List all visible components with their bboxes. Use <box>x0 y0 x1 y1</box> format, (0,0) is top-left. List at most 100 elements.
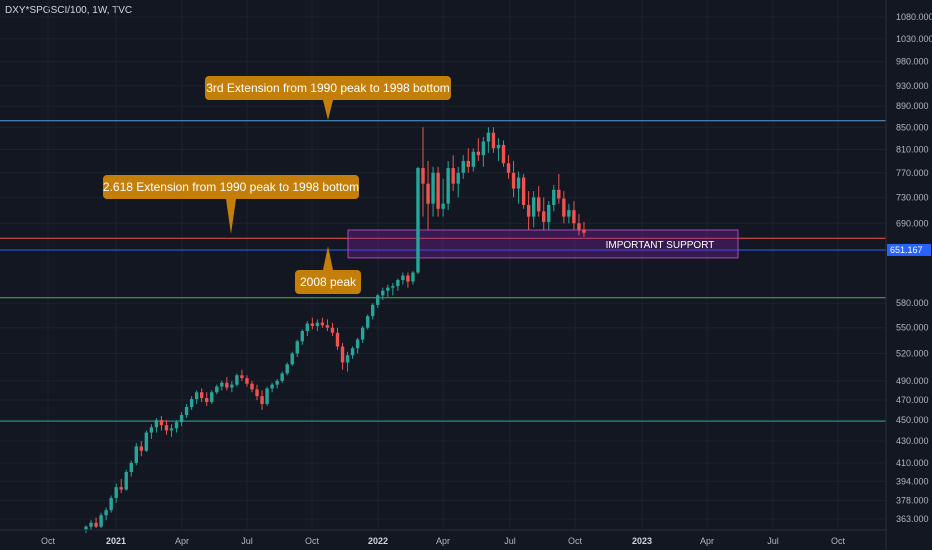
candle <box>250 380 254 393</box>
candle <box>305 321 310 337</box>
candle-body <box>562 198 566 217</box>
candle-body <box>109 497 113 511</box>
candle <box>557 173 561 204</box>
candle-body <box>119 487 123 490</box>
candle <box>139 441 144 457</box>
candle <box>159 416 164 431</box>
time-tick-label: Jul <box>767 536 779 546</box>
candle-body <box>340 346 345 363</box>
candle-body <box>300 331 304 342</box>
candle <box>582 221 586 237</box>
candle <box>360 326 365 344</box>
candle <box>205 392 209 406</box>
callout-2618-extension-box <box>103 175 359 199</box>
candle-body <box>184 406 189 415</box>
price-tick-label: 450.000 <box>896 415 929 425</box>
candle <box>325 319 330 332</box>
candle-body <box>124 472 128 490</box>
candle-body <box>104 510 108 516</box>
candle-body <box>501 144 506 164</box>
candle <box>371 303 375 320</box>
callout-2618-extension-pointer <box>226 199 236 234</box>
candle-body <box>416 168 420 273</box>
time-tick-label: Oct <box>41 536 56 546</box>
price-tick-label: 430.000 <box>896 436 929 446</box>
price-tick-label: 490.000 <box>896 376 929 386</box>
candles <box>84 127 586 534</box>
candle-body <box>220 382 224 387</box>
candle-body <box>572 210 576 224</box>
candle <box>506 155 511 179</box>
candle <box>89 520 93 530</box>
price-tick-label: 1080.000 <box>896 12 932 22</box>
candle-body <box>557 189 561 199</box>
price-tick-label: 378.000 <box>896 495 929 505</box>
candle <box>260 390 264 410</box>
candle <box>245 375 249 387</box>
price-tick-label: 550.000 <box>896 323 929 333</box>
candle <box>315 319 320 332</box>
candle-body <box>451 168 455 184</box>
candle-body <box>431 172 435 204</box>
candle-body <box>396 280 400 287</box>
candle <box>486 127 491 153</box>
candle-body <box>305 323 310 332</box>
candle <box>345 351 350 372</box>
candle-body <box>134 446 138 463</box>
candle-body <box>506 163 511 173</box>
candle-body <box>577 223 581 231</box>
candle <box>300 329 304 345</box>
price-tick-label: 890.000 <box>896 101 929 111</box>
candle <box>376 293 380 309</box>
candle-body <box>139 446 144 451</box>
candle-body <box>199 392 204 399</box>
candle <box>531 191 536 228</box>
candle <box>225 377 229 391</box>
candle-body <box>376 295 380 305</box>
candle <box>230 380 234 393</box>
candle <box>104 507 108 521</box>
candle <box>169 424 174 437</box>
time-tick-label: Jul <box>241 536 253 546</box>
candle <box>109 495 113 513</box>
candle-body <box>320 322 325 326</box>
callout-3rd-extension-box <box>205 76 451 100</box>
candle <box>431 166 435 217</box>
price-tick-label: 470.000 <box>896 395 929 405</box>
candle <box>501 140 506 167</box>
candle-body <box>114 487 118 498</box>
candle <box>275 378 279 389</box>
candle <box>179 411 184 427</box>
time-tick-label: 2021 <box>106 536 126 546</box>
candle <box>411 271 415 285</box>
candle <box>194 390 199 404</box>
candle-body <box>421 168 425 184</box>
candle-body <box>285 364 289 374</box>
candle <box>441 178 445 217</box>
candle <box>516 171 521 204</box>
candle-body <box>99 515 103 527</box>
candle-body <box>471 151 476 167</box>
candle-body <box>315 322 320 327</box>
candle-body <box>230 384 234 388</box>
candle-body <box>531 197 536 217</box>
candle <box>320 317 325 328</box>
candle-body <box>481 141 486 156</box>
price-tick-label: 410.000 <box>896 458 929 468</box>
candle <box>295 339 299 358</box>
candle-body <box>189 399 194 407</box>
candle <box>521 173 526 209</box>
candle <box>491 127 496 153</box>
candle-body <box>250 383 254 390</box>
candle <box>350 346 355 359</box>
candle-body <box>194 392 199 400</box>
candle-body <box>205 398 209 403</box>
candle-body <box>215 386 219 393</box>
candle <box>542 197 546 231</box>
time-tick-label: Oct <box>305 536 320 546</box>
candle <box>526 191 531 231</box>
candle-body <box>516 177 521 189</box>
candle-body <box>526 204 531 217</box>
candle <box>537 186 541 217</box>
